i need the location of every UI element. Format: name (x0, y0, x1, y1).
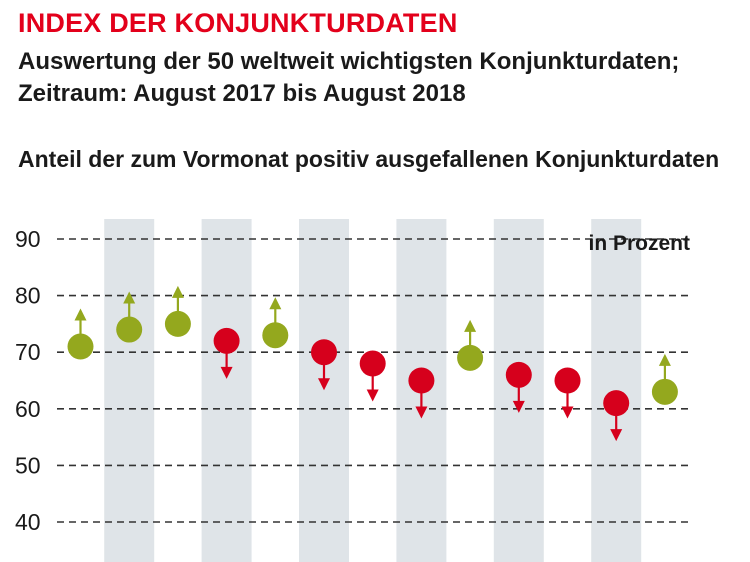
down-arrow-icon (318, 378, 330, 391)
data-point-marker (213, 327, 240, 354)
y-tick-label: 50 (15, 452, 41, 478)
index-chart: 40 50 60 70 80 90 in Prozent (15, 219, 692, 562)
y-axis-ticks: 40 50 60 70 80 90 (15, 226, 41, 535)
data-point-down (311, 339, 337, 391)
up-arrow-icon (269, 297, 282, 310)
down-arrow-icon (366, 389, 379, 402)
data-point-up (67, 308, 94, 360)
data-point-marker (603, 390, 630, 417)
data-point-marker (164, 310, 191, 337)
month-band (299, 219, 349, 562)
subtitle-line-1: Auswertung der 50 weltweit wichtigsten K… (18, 48, 680, 75)
data-point-down (408, 367, 435, 419)
y-tick-label: 80 (15, 283, 41, 309)
chart-subtitle: Auswertung der 50 weltweit wichtigsten K… (18, 46, 738, 110)
data-point-down (603, 390, 630, 442)
data-point-down (213, 327, 240, 379)
data-point-marker (359, 350, 386, 377)
data-point-up (262, 297, 289, 349)
data-point-marker (408, 367, 435, 394)
subtitle-line-2: Zeitraum: August 2017 bis August 2018 (18, 80, 466, 107)
data-point-down (359, 350, 386, 402)
data-point-down (554, 367, 581, 419)
data-point-up (457, 319, 484, 371)
data-point-marker (67, 333, 94, 360)
data-point-down (505, 361, 532, 413)
data-points (67, 285, 678, 442)
down-arrow-icon (415, 406, 428, 419)
data-point-marker (505, 361, 532, 388)
y-tick-label: 90 (15, 226, 41, 252)
up-arrow-icon (74, 308, 87, 321)
data-point-marker (116, 316, 143, 343)
data-point-up (164, 285, 191, 337)
data-point-marker (651, 378, 678, 405)
data-point-up (651, 353, 678, 405)
y-tick-label: 70 (15, 339, 41, 365)
y-tick-label: 40 (15, 509, 41, 535)
up-arrow-icon (171, 285, 184, 298)
data-point-marker (554, 367, 581, 394)
data-point-marker (262, 322, 289, 349)
unit-label: in Prozent (588, 232, 690, 255)
chart-title: INDEX DER KONJUNKTURDATEN (18, 8, 458, 38)
data-point-up (116, 291, 143, 343)
data-point-marker (311, 339, 337, 366)
down-arrow-icon (512, 400, 525, 413)
chart-description: Anteil der zum Vormonat positiv ausgefal… (18, 146, 720, 172)
down-arrow-icon (610, 429, 623, 442)
down-arrow-icon (220, 366, 233, 379)
down-arrow-icon (561, 406, 574, 419)
month-band (104, 219, 155, 562)
up-arrow-icon (464, 319, 477, 332)
up-arrow-icon (658, 353, 671, 366)
y-tick-label: 60 (15, 396, 41, 422)
month-band (201, 219, 252, 562)
up-arrow-icon (123, 291, 136, 304)
data-point-marker (457, 344, 484, 371)
